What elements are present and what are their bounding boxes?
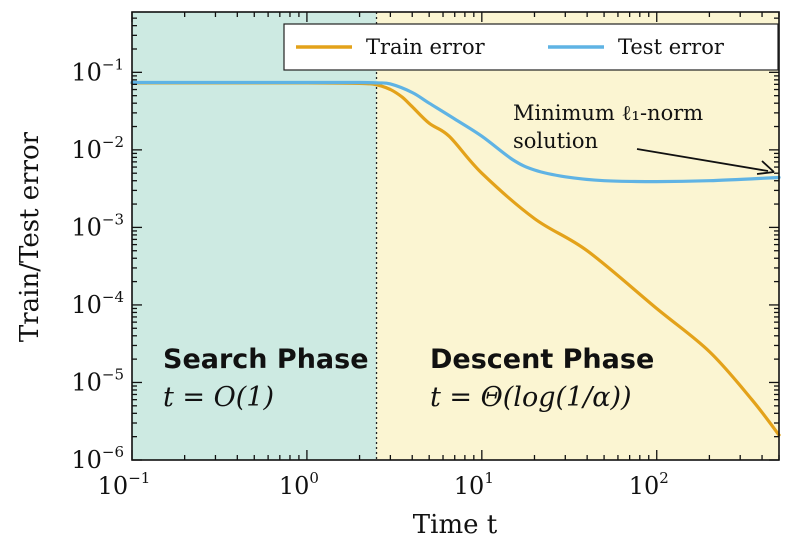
annotation-text-line2: solution (513, 129, 598, 153)
annotation-arrow-line (636, 148, 769, 172)
y-tick-label: 10−1 (71, 55, 124, 86)
x-axis-label: Time t (413, 510, 498, 540)
legend: Train error Test error (283, 23, 779, 71)
y-axis-label: Train/Test error (15, 131, 45, 342)
y-tick-label: 10−6 (71, 443, 124, 474)
search-phase-title: Search Phase (163, 344, 369, 375)
x-tick-label: 101 (454, 469, 494, 500)
annotation-arrow-head (756, 160, 775, 175)
y-tick-label: 10−5 (71, 365, 124, 396)
search-phase-formula: t = O(1) (163, 382, 274, 413)
annotation-text-line1: Minimum ℓ₁-norm (513, 101, 703, 125)
legend-train-label: Train error (366, 35, 486, 59)
search-phase-region (132, 12, 377, 460)
descent-phase-region (376, 12, 779, 460)
series-line-test-error (130, 80, 781, 184)
descent-phase-title: Descent Phase (430, 344, 654, 375)
plot-frame (131, 11, 780, 461)
x-tick-label: 10−1 (98, 469, 151, 500)
y-tick-label: 10−3 (71, 210, 124, 241)
y-tick-label: 10−2 (71, 133, 124, 164)
y-tick-label: 10−4 (71, 288, 124, 319)
series-layer (130, 80, 781, 437)
descent-phase-formula: t = Θ(log(1/α)) (430, 382, 632, 413)
legend-box (283, 23, 779, 71)
x-tick-label: 102 (629, 469, 669, 500)
tick-layer: 10−1 100 101 102 10−6 10−5 10−4 10−3 10−2 10−1 (71, 12, 780, 500)
legend-test-label: Test error (618, 35, 725, 59)
x-tick-label: 100 (279, 469, 319, 500)
